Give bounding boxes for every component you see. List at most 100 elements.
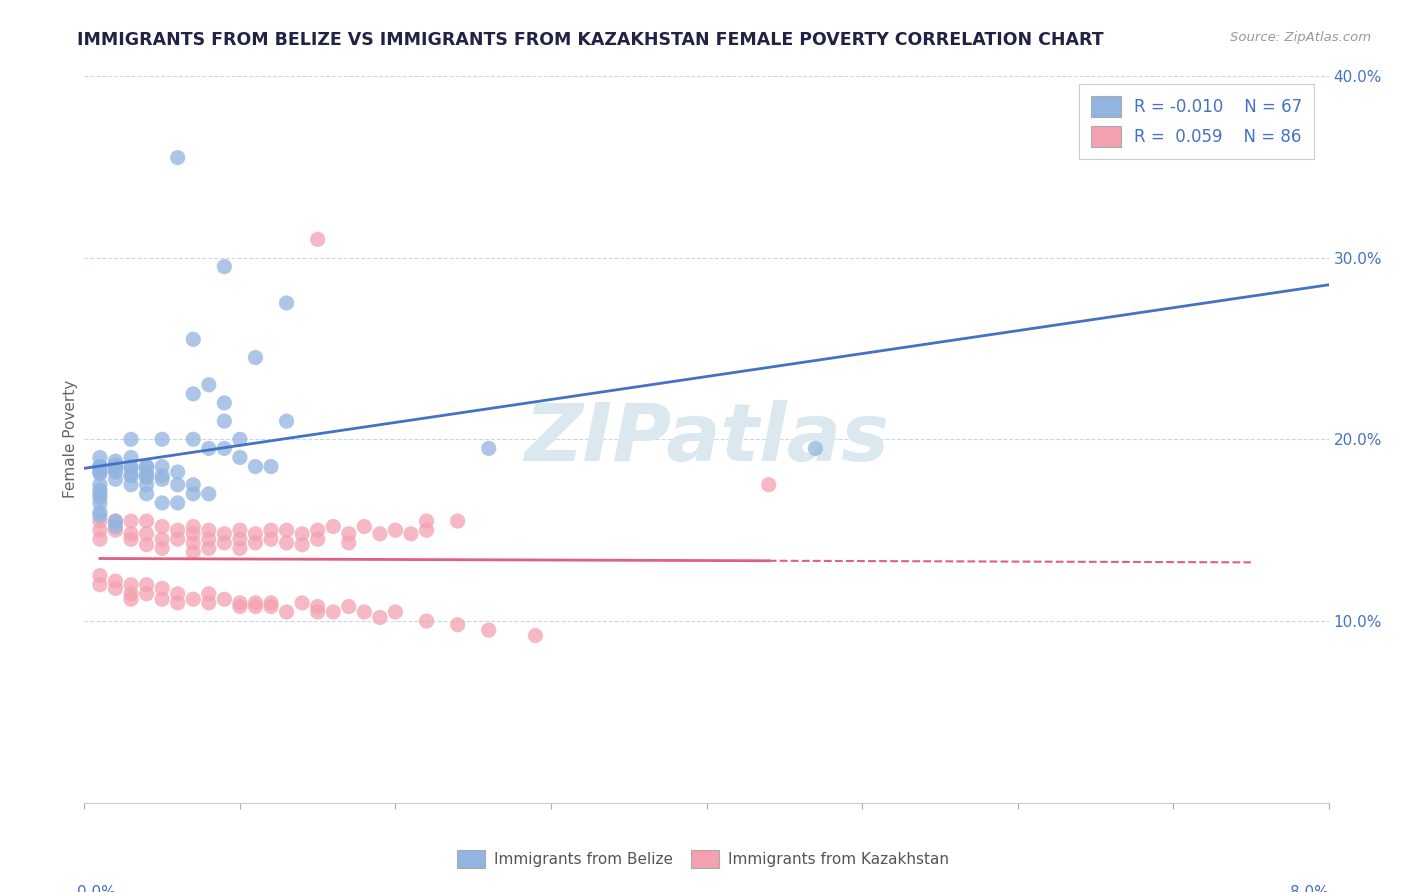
Point <box>135 587 157 601</box>
Point <box>104 454 127 468</box>
Point <box>166 465 188 479</box>
Text: 8.0%: 8.0% <box>1289 885 1329 892</box>
Point <box>307 523 329 537</box>
Point <box>89 508 111 523</box>
Point <box>399 526 422 541</box>
Point <box>120 526 142 541</box>
Point <box>307 533 329 547</box>
Text: 0.0%: 0.0% <box>76 885 115 892</box>
Point <box>120 461 142 475</box>
Point <box>197 523 219 537</box>
Point <box>150 496 173 510</box>
Point <box>260 596 283 610</box>
Point <box>260 459 283 474</box>
Point <box>181 545 204 559</box>
Point <box>89 477 111 491</box>
Point <box>150 432 173 446</box>
Point <box>120 533 142 547</box>
Point <box>245 459 267 474</box>
Point <box>104 582 127 596</box>
Point <box>181 536 204 550</box>
Y-axis label: Female Poverty: Female Poverty <box>63 380 77 499</box>
Point <box>89 465 111 479</box>
Point <box>104 574 127 588</box>
Point <box>353 519 375 533</box>
Point <box>166 596 188 610</box>
Point <box>214 536 236 550</box>
Point <box>214 414 236 428</box>
Point <box>214 526 236 541</box>
Point <box>104 459 127 474</box>
Point <box>120 587 142 601</box>
Point <box>166 587 188 601</box>
Point <box>384 605 406 619</box>
Point <box>181 387 204 401</box>
Point <box>135 526 157 541</box>
Point <box>229 432 252 446</box>
Point <box>89 491 111 505</box>
Point <box>291 538 314 552</box>
Point <box>135 538 157 552</box>
Point <box>135 459 157 474</box>
Point <box>150 592 173 607</box>
Point <box>291 526 314 541</box>
Point <box>197 533 219 547</box>
Point <box>104 458 127 472</box>
Point <box>197 541 219 556</box>
Point <box>197 596 219 610</box>
Point <box>415 614 437 628</box>
Point <box>150 459 173 474</box>
Point <box>245 526 267 541</box>
Point <box>447 617 470 632</box>
Point <box>337 536 360 550</box>
Point <box>104 523 127 537</box>
Point <box>415 514 437 528</box>
Point <box>120 432 142 446</box>
Point <box>229 599 252 614</box>
Point <box>166 533 188 547</box>
Point <box>337 526 360 541</box>
Point <box>120 450 142 465</box>
Point <box>104 514 127 528</box>
Point <box>150 519 173 533</box>
Point <box>245 599 267 614</box>
Point <box>120 592 142 607</box>
Point <box>181 526 204 541</box>
Point <box>89 463 111 477</box>
Text: IMMIGRANTS FROM BELIZE VS IMMIGRANTS FROM KAZAKHSTAN FEMALE POVERTY CORRELATION : IMMIGRANTS FROM BELIZE VS IMMIGRANTS FRO… <box>77 31 1104 49</box>
Point <box>353 605 375 619</box>
Point <box>197 442 219 456</box>
Point <box>135 468 157 483</box>
Point <box>181 432 204 446</box>
Point <box>150 468 173 483</box>
Point <box>307 599 329 614</box>
Point <box>166 496 188 510</box>
Point <box>245 596 267 610</box>
Point <box>337 599 360 614</box>
Point <box>214 592 236 607</box>
Point <box>804 442 827 456</box>
Point <box>368 610 391 624</box>
Point <box>150 582 173 596</box>
Point <box>89 533 111 547</box>
Point <box>89 459 111 474</box>
Point <box>260 533 283 547</box>
Legend: R = -0.010    N = 67, R =  0.059    N = 86: R = -0.010 N = 67, R = 0.059 N = 86 <box>1080 84 1315 159</box>
Point <box>276 605 298 619</box>
Point <box>229 523 252 537</box>
Text: ZIPatlas: ZIPatlas <box>524 401 889 478</box>
Point <box>89 578 111 592</box>
Point <box>166 523 188 537</box>
Text: Source: ZipAtlas.com: Source: ZipAtlas.com <box>1230 31 1371 45</box>
Point <box>181 487 204 501</box>
Point <box>214 396 236 410</box>
Point <box>150 541 173 556</box>
Point <box>135 487 157 501</box>
Point <box>135 465 157 479</box>
Point <box>181 592 204 607</box>
Point <box>120 477 142 491</box>
Point <box>120 468 142 483</box>
Point <box>229 596 252 610</box>
Point <box>322 605 344 619</box>
Point <box>478 623 501 637</box>
